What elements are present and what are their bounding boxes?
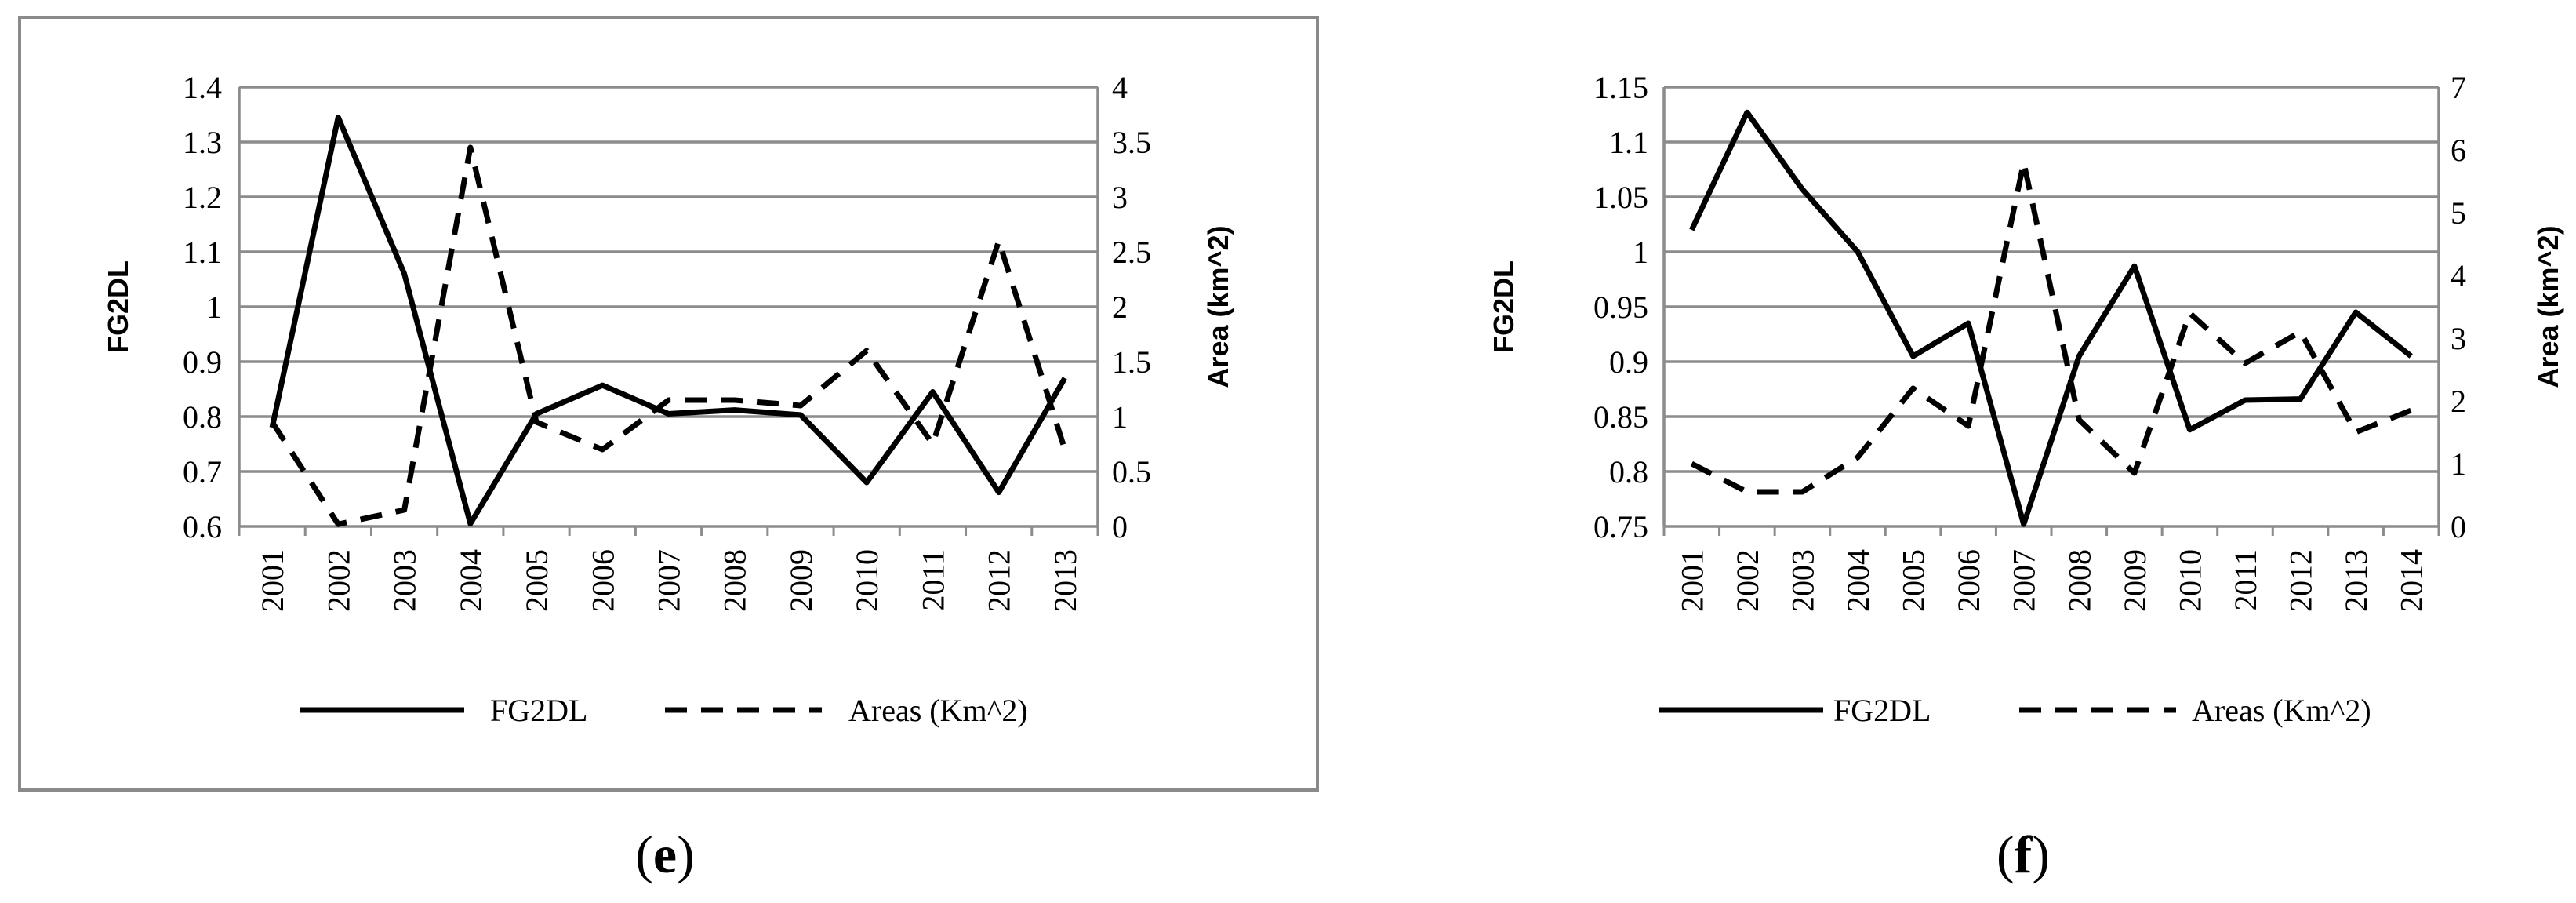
caption-f: (f) bbox=[1996, 825, 2050, 884]
chart-f-y-tick-label: 0.8 bbox=[1609, 454, 1648, 490]
chart-f-area-point bbox=[2189, 312, 2190, 314]
chart-f-fg2dl-line bbox=[1689, 109, 2413, 527]
chart-f-x-tick-label: 2014 bbox=[2394, 549, 2429, 612]
chart-f-area-line bbox=[1690, 159, 2412, 495]
chart-e-y2-tick-label: 3 bbox=[1112, 180, 1128, 215]
chart-f-x-tick-label: 2008 bbox=[2062, 549, 2097, 612]
chart-f-x-tick-label: 2001 bbox=[1674, 549, 1709, 612]
chart-f-y2-tick-label: 7 bbox=[2451, 70, 2466, 105]
chart-f-y-tick-label: 1.05 bbox=[1593, 180, 1648, 215]
chart-e-y-tick-label: 0.8 bbox=[183, 399, 222, 435]
chart-e-y2-tick-label: 4 bbox=[1112, 70, 1128, 105]
chart-f-x-tick-label: 2006 bbox=[1951, 549, 1986, 612]
chart-e-x-tick-label: 2002 bbox=[321, 549, 356, 612]
chart-e-frame bbox=[18, 16, 1319, 792]
chart-e-x-tick-label: 2010 bbox=[849, 549, 885, 612]
chart-e-fg2dl-line bbox=[269, 115, 1067, 526]
chart-f-y2-tick-label: 4 bbox=[2451, 258, 2466, 293]
chart-f-y-tick-label: 1.15 bbox=[1593, 70, 1648, 105]
chart-f-x-tick-label: 2004 bbox=[1840, 549, 1876, 612]
chart-e-y2-tick-label: 0.5 bbox=[1112, 454, 1151, 490]
chart-e-y-tick-label: 0.9 bbox=[183, 344, 222, 380]
chart-f: 0.75 0.8 0.85 0.9 0.95 1 1.05 1.1 1.15 0 1 2 3 4 5 6 7 20… bbox=[1488, 70, 2564, 728]
chart-f-y2-tick-label: 2 bbox=[2451, 384, 2466, 419]
chart-e-x-tick-label: 2003 bbox=[387, 549, 423, 612]
chart-f-legend-fg2dl-label: FG2DL bbox=[1833, 693, 1931, 728]
chart-e-x-tick-label: 2012 bbox=[982, 549, 1017, 612]
chart-e-x-tick-label: 2005 bbox=[519, 549, 554, 612]
chart-e-y-tick-label: 1.3 bbox=[183, 125, 222, 160]
chart-e-x-tick-label: 2013 bbox=[1048, 549, 1083, 612]
chart-e-x-tick-label: 2006 bbox=[585, 549, 620, 612]
chart-e-y2-tick-label: 0 bbox=[1112, 509, 1128, 544]
chart-f-x-tick-label: 2005 bbox=[1896, 549, 1931, 612]
chart-f-y-tick-label: 1.1 bbox=[1609, 125, 1648, 160]
caption-e: (e) bbox=[635, 825, 695, 884]
chart-f-y2-tick-label: 0 bbox=[2451, 509, 2466, 544]
chart-e-y-tick-label: 0.6 bbox=[183, 509, 222, 544]
chart-f-y2-tick-label: 5 bbox=[2451, 195, 2466, 231]
chart-f-area-point bbox=[1746, 491, 1748, 493]
chart-e-y2-tick-label: 3.5 bbox=[1112, 125, 1151, 160]
chart-f-x-tick-label: 2002 bbox=[1730, 549, 1765, 612]
chart-e-x-tick-label: 2007 bbox=[652, 549, 687, 612]
chart-f-y2-tick-label: 1 bbox=[2451, 446, 2466, 482]
chart-e-y2-tick-label: 2 bbox=[1112, 289, 1128, 325]
chart-e-x-tick-label: 2011 bbox=[915, 549, 950, 611]
chart-e-x-tick-label: 2008 bbox=[718, 549, 753, 612]
chart-e: 0.6 0.7 0.8 0.9 1 1.1 1.2 1.3 1.4 0 0.5 1 1.5 2 2.5 3 3.… bbox=[102, 70, 1234, 728]
chart-e-x-tick-label: 2001 bbox=[255, 549, 290, 612]
chart-f-x-tick-label: 2009 bbox=[2117, 549, 2153, 612]
chart-f-y-tick-label: 0.9 bbox=[1609, 344, 1648, 380]
chart-f-x-tick-label: 2007 bbox=[2007, 549, 2042, 612]
chart-e-y-tick-label: 1 bbox=[206, 289, 222, 325]
chart-f-x-tick-label: 2011 bbox=[2228, 549, 2263, 611]
chart-e-y-tick-label: 1.4 bbox=[183, 70, 222, 105]
chart-f-legend-area-label: Areas (Km^2) bbox=[2192, 693, 2371, 728]
chart-f-y-tick-label: 0.95 bbox=[1593, 289, 1648, 325]
chart-f-y2-tick-label: 6 bbox=[2451, 133, 2466, 168]
chart-e-y2-axis-title: Area (km^2) bbox=[1202, 225, 1234, 388]
chart-f-y2-tick-label: 3 bbox=[2451, 321, 2466, 356]
chart-e-legend-fg2dl-label: FG2DL bbox=[490, 693, 587, 728]
chart-e-y-axis-title: FG2DL bbox=[102, 260, 134, 353]
chart-f-y-tick-label: 0.75 bbox=[1593, 509, 1648, 544]
chart-e-y-tick-label: 1.1 bbox=[183, 235, 222, 270]
chart-e-y-tick-label: 1.2 bbox=[183, 180, 222, 215]
chart-e-y2-tick-label: 1 bbox=[1112, 399, 1128, 435]
chart-e-legend-area-label: Areas (Km^2) bbox=[848, 693, 1028, 728]
chart-f-y-axis-title: FG2DL bbox=[1488, 260, 1520, 353]
chart-f-area-point bbox=[2023, 162, 2025, 163]
chart-f-y-tick-label: 1 bbox=[1633, 235, 1648, 270]
chart-f-y-tick-label: 0.85 bbox=[1593, 399, 1648, 435]
chart-e-area-line bbox=[270, 144, 1068, 527]
chart-f-x-tick-label: 2013 bbox=[2338, 549, 2374, 612]
chart-e-y2-tick-label: 1.5 bbox=[1112, 344, 1151, 380]
chart-f-area-point bbox=[2300, 331, 2302, 333]
chart-e-y2-tick-label: 2.5 bbox=[1112, 235, 1151, 270]
chart-f-y2-axis-title: Area (km^2) bbox=[2532, 225, 2564, 388]
chart-f-x-tick-label: 2010 bbox=[2172, 549, 2207, 612]
chart-f-x-tick-label: 2012 bbox=[2284, 549, 2319, 612]
chart-f-area-point bbox=[2355, 431, 2356, 433]
chart-e-x-tick-label: 2009 bbox=[783, 549, 819, 612]
chart-e-y-tick-label: 0.7 bbox=[183, 454, 222, 490]
chart-f-x-tick-label: 2003 bbox=[1785, 549, 1820, 612]
chart-e-x-tick-label: 2004 bbox=[453, 549, 489, 612]
